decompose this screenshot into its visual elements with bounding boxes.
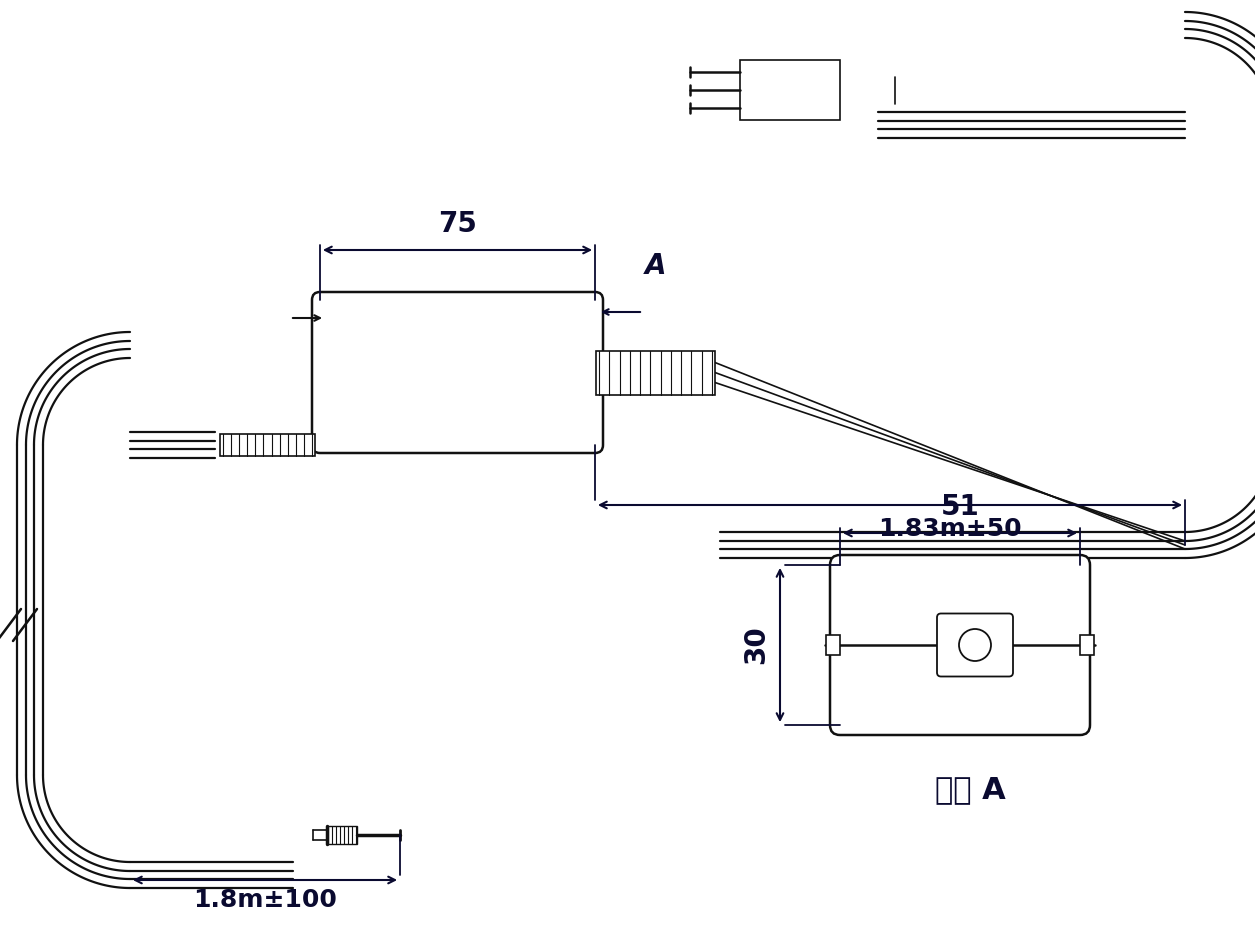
Text: 30: 30 xyxy=(742,626,771,665)
Bar xyxy=(328,826,356,844)
Bar xyxy=(826,635,840,655)
Bar xyxy=(740,60,840,120)
Text: 1.8m±100: 1.8m±100 xyxy=(193,888,336,912)
Text: 75: 75 xyxy=(438,210,477,238)
FancyBboxPatch shape xyxy=(937,613,1013,677)
FancyBboxPatch shape xyxy=(312,292,602,453)
Bar xyxy=(596,351,715,395)
Text: 51: 51 xyxy=(941,493,979,521)
Text: 1.83m±50: 1.83m±50 xyxy=(878,517,1022,541)
FancyBboxPatch shape xyxy=(830,555,1091,735)
Bar xyxy=(220,434,315,456)
Text: 矢視 A: 矢視 A xyxy=(935,775,1005,804)
Bar xyxy=(1081,635,1094,655)
Text: A: A xyxy=(645,252,666,280)
